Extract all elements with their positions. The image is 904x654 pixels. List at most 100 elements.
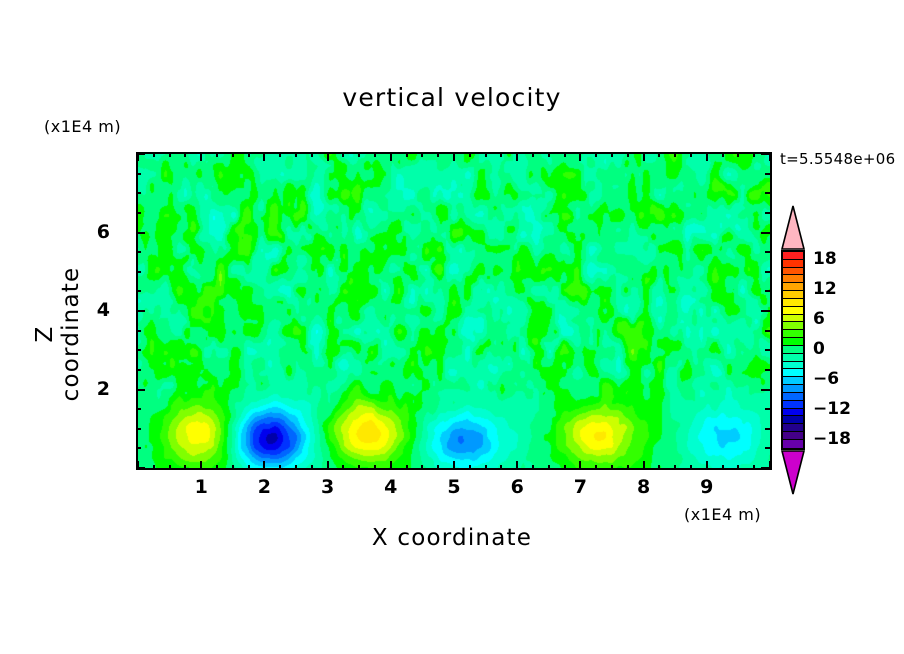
colorbar-tick-label: 12	[813, 279, 837, 299]
x-top-minor-tick	[690, 152, 692, 157]
x-minor-tick	[168, 465, 171, 470]
y-minor-tick	[136, 251, 141, 254]
x-top-minor-tick	[342, 152, 345, 157]
x-major-tick	[642, 461, 645, 470]
x-minor-tick	[374, 465, 376, 470]
colorbar-over-arrow-icon	[781, 205, 805, 250]
x-top-minor-tick	[437, 152, 440, 157]
x-minor-tick	[184, 465, 187, 470]
x-top-minor-tick	[247, 152, 250, 157]
y-right-major-tick	[761, 310, 770, 312]
colorbar-band	[783, 385, 803, 393]
colorbar-band	[783, 306, 803, 315]
colorbar-band	[783, 369, 803, 378]
x-tick-label: 2	[257, 476, 271, 498]
x-minor-tick	[674, 465, 677, 470]
x-major-tick	[200, 461, 203, 470]
y-right-minor-tick	[765, 329, 770, 332]
x-major-tick	[705, 461, 708, 470]
colorbar-tick-label: −18	[813, 429, 851, 449]
x-major-tick	[769, 461, 771, 470]
x-top-minor-tick	[468, 152, 471, 157]
y-right-minor-tick	[765, 211, 770, 214]
x-top-minor-tick	[405, 152, 408, 157]
colorbar-band	[783, 330, 803, 339]
x-top-minor-tick	[295, 152, 297, 157]
x-major-tick	[453, 461, 455, 470]
x-top-minor-tick	[626, 152, 629, 157]
x-top-minor-tick	[374, 152, 376, 157]
x-top-minor-tick	[421, 152, 424, 157]
y-right-minor-tick	[765, 172, 770, 175]
x-major-tick	[516, 461, 519, 470]
y-right-major-tick	[761, 231, 770, 234]
colorbar-band	[783, 298, 803, 307]
x-minor-tick	[247, 465, 250, 470]
colorbar-band	[783, 353, 803, 362]
x-top-minor-tick	[358, 152, 361, 157]
x-top-major-tick	[263, 152, 266, 161]
x-minor-tick	[310, 465, 313, 470]
x-minor-tick	[563, 465, 566, 470]
x-major-tick	[263, 461, 266, 470]
y-right-minor-tick	[765, 368, 770, 371]
colorbar-band	[783, 291, 803, 299]
x-top-minor-tick	[753, 152, 756, 157]
contour-plot-area	[136, 152, 772, 470]
colorbar: 18 12 6 0 −6 −12 −18	[781, 205, 851, 495]
colorbar-band	[783, 314, 803, 323]
colorbar-band	[783, 361, 803, 370]
x-minor-tick	[358, 465, 361, 470]
x-tick-label: 1	[194, 476, 208, 498]
x-axis-title: X coordinate	[371, 525, 533, 551]
x-minor-tick	[342, 465, 345, 470]
x-minor-tick	[547, 465, 550, 470]
x-top-major-tick	[642, 152, 645, 161]
x-tick-label: 3	[320, 476, 335, 498]
x-major-tick	[389, 461, 392, 470]
y-right-minor-tick	[765, 447, 770, 450]
y-right-minor-tick	[765, 408, 770, 411]
x-minor-tick	[279, 465, 282, 470]
y-minor-tick	[136, 270, 141, 273]
colorbar-tick-label: −6	[813, 369, 840, 389]
y-minor-tick	[136, 192, 141, 195]
y-right-major-tick	[761, 153, 770, 155]
colorbar-band	[783, 338, 803, 346]
y-minor-tick	[136, 427, 141, 430]
colorbar-band	[783, 432, 803, 440]
x-minor-tick	[216, 465, 218, 470]
x-minor-tick	[231, 465, 234, 470]
x-top-minor-tick	[595, 152, 598, 157]
x-top-minor-tick	[658, 152, 661, 157]
x-minor-tick	[405, 465, 408, 470]
x-top-minor-tick	[547, 152, 550, 157]
x-minor-tick	[626, 465, 629, 470]
x-minor-tick	[295, 465, 297, 470]
x-tick-label: 9	[700, 476, 714, 498]
y-minor-tick	[136, 211, 141, 214]
colorbar-tick-label: −12	[813, 399, 851, 419]
colorbar-band	[783, 439, 803, 448]
vertical-velocity-field	[138, 154, 770, 468]
x-minor-tick	[658, 465, 661, 470]
x-top-minor-tick	[611, 152, 613, 157]
x-minor-tick	[152, 465, 155, 470]
x-top-minor-tick	[563, 152, 566, 157]
y-right-minor-tick	[765, 251, 770, 254]
colorbar-band	[783, 408, 803, 417]
x-top-minor-tick	[184, 152, 187, 157]
colorbar-band	[783, 283, 803, 292]
y-right-minor-tick	[765, 427, 770, 430]
colorbar-band	[783, 252, 803, 260]
y-minor-tick	[136, 368, 141, 371]
y-right-minor-tick	[765, 270, 770, 273]
y-major-tick	[136, 388, 145, 391]
colorbar-band	[783, 416, 803, 425]
x-minor-tick	[468, 465, 471, 470]
x-tick-label: 8	[636, 476, 651, 498]
x-top-minor-tick	[216, 152, 218, 157]
colorbar-tick-label: 18	[813, 249, 837, 269]
page-title: vertical velocity	[342, 83, 562, 112]
x-top-minor-tick	[279, 152, 282, 157]
